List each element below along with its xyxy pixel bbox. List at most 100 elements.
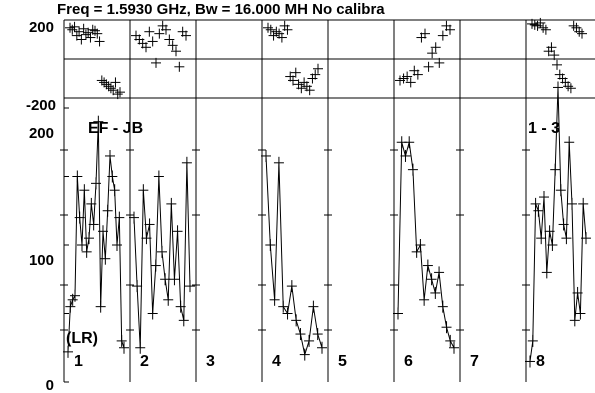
phase-point	[285, 71, 296, 82]
phase-point	[427, 48, 438, 59]
amplitude-point	[393, 307, 403, 320]
amplitude-point	[539, 191, 549, 204]
phase-point	[543, 46, 554, 57]
amplitude-point	[434, 266, 445, 279]
phase-point	[80, 29, 91, 40]
amplitude-point	[553, 81, 563, 94]
amplitude-point	[572, 286, 583, 299]
amplitude-point	[77, 239, 87, 251]
phase-point	[263, 22, 273, 33]
phase-point	[144, 26, 155, 37]
scan-label-8: 8	[536, 353, 545, 370]
amplitude-point	[150, 259, 161, 272]
amplitude-point	[426, 273, 437, 286]
phase-point	[67, 24, 78, 35]
amplitude-point	[86, 197, 97, 210]
phase-point	[164, 34, 175, 45]
phase-point	[313, 63, 323, 74]
scan-label-3: 3	[206, 353, 215, 370]
amplitude-point	[132, 280, 143, 293]
phase-point	[549, 50, 560, 61]
amplitude-point	[430, 286, 441, 299]
amplitude-point	[119, 341, 129, 354]
phase-point	[96, 75, 107, 86]
phase-point	[110, 77, 121, 88]
baseline-label-right: 1 - 3	[528, 120, 560, 137]
amplitude-point	[550, 163, 561, 176]
amplitude-point	[147, 307, 158, 320]
amplitude-point	[437, 300, 448, 313]
phase-point	[296, 83, 307, 94]
phase-point	[293, 79, 304, 90]
phase-point	[307, 73, 318, 84]
amplitude-point	[304, 334, 315, 347]
amplitude-point	[415, 239, 426, 251]
phase-point	[430, 42, 441, 53]
amplitude-point	[536, 232, 547, 245]
amplitude-point	[312, 328, 323, 341]
amplitude-point	[407, 163, 418, 176]
phase-point	[103, 81, 114, 92]
phase-point	[174, 61, 185, 72]
phase-point	[577, 28, 587, 39]
amplitude-point	[308, 300, 319, 313]
phase-point	[105, 83, 116, 94]
phase-point	[147, 36, 158, 47]
scan-label-7: 7	[470, 353, 479, 370]
amplitude-point	[445, 334, 456, 347]
phase-point	[112, 89, 123, 100]
amplitude-point	[541, 266, 552, 279]
amplitude-point	[100, 252, 111, 265]
phase-point	[76, 34, 87, 45]
amplitude-point	[299, 348, 310, 361]
amplitude-point	[578, 197, 589, 210]
amplitude-point	[411, 245, 422, 258]
amplitude-point	[530, 197, 541, 210]
phase-ytick-200: 200	[29, 19, 54, 36]
phase-point	[65, 22, 75, 33]
phase-point	[546, 42, 557, 53]
amplitude-point	[79, 184, 90, 197]
phase-point	[434, 57, 445, 68]
amplitude-point	[63, 345, 73, 358]
amplitude-point	[317, 341, 327, 354]
phase-point	[563, 81, 574, 92]
phase-point	[115, 87, 125, 98]
baseline-label: EF - JB	[88, 120, 143, 137]
amplitude-point	[157, 245, 167, 258]
phase-point	[90, 25, 100, 36]
amplitude-point	[105, 149, 115, 162]
phase-point	[69, 21, 80, 32]
phase-ytick-neg200: -200	[26, 97, 56, 114]
phase-point	[301, 81, 312, 92]
scan-label-6: 6	[404, 353, 413, 370]
amplitude-point	[422, 259, 433, 272]
phase-point	[161, 24, 171, 35]
phase-point	[78, 23, 89, 34]
phase-point	[290, 67, 301, 78]
phase-point	[85, 32, 96, 43]
amplitude-point	[449, 341, 459, 354]
phase-point	[154, 28, 165, 39]
phase-point	[99, 77, 110, 88]
amp-ytick-0: 0	[46, 377, 54, 393]
amplitude-point	[291, 314, 302, 327]
phase-point	[423, 61, 434, 72]
amplitude-point	[282, 307, 293, 320]
amplitude-point	[172, 225, 183, 238]
phase-point	[288, 75, 298, 86]
phase-point	[540, 24, 551, 35]
amplitude-point	[533, 204, 544, 217]
amplitude-series-line-6	[397, 142, 455, 348]
amplitude-point	[278, 300, 289, 313]
phase-point	[279, 20, 290, 31]
phase-point	[412, 69, 423, 80]
amplitude-point	[561, 232, 572, 245]
amplitude-point	[295, 328, 306, 341]
phase-point	[271, 26, 282, 37]
amplitude-point	[153, 170, 164, 183]
plot-frame	[60, 19, 595, 383]
amplitude-point	[273, 156, 284, 169]
amp-ytick-100: 100	[29, 252, 54, 269]
